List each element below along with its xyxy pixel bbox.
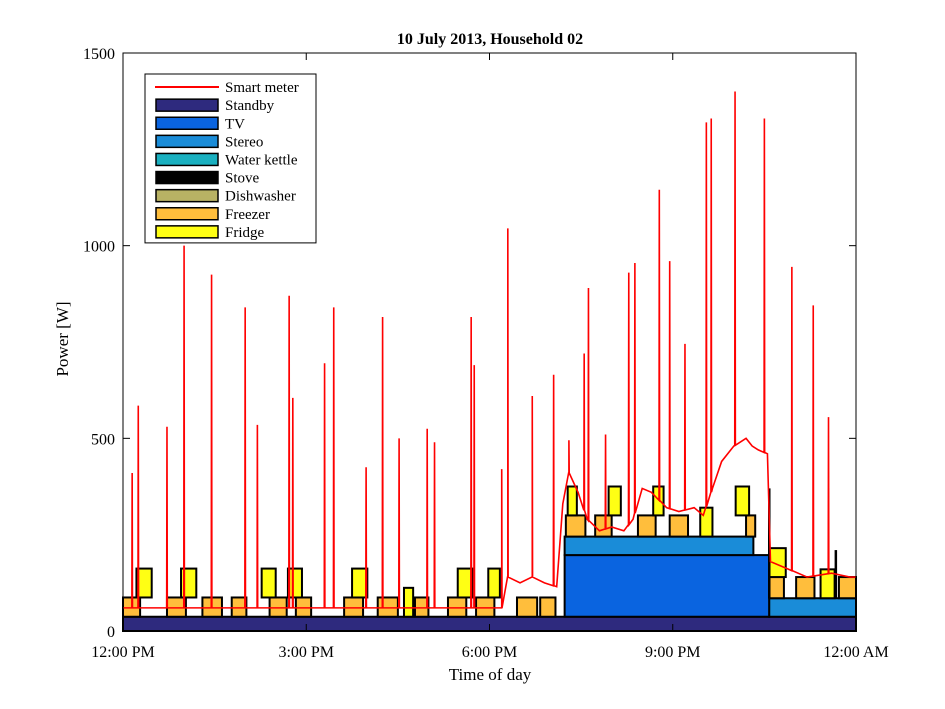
y-tick-label: 0 [107,624,115,641]
legend-swatch [155,188,219,203]
x-tick-label: 6:00 PM [462,644,518,661]
legend-label: Standby [225,98,275,114]
legend-label: Smart meter [225,80,299,96]
legend-swatch [155,207,219,221]
fridge-cycle [487,567,501,599]
legend-label: Stove [225,171,260,187]
tv-block [563,554,771,618]
fridge-cycle [135,567,153,599]
axes: 12:00 PM 3:00 PM 6:00 PM 9:00 PM 12:00 AM 0 50… [83,46,889,661]
legend-swatch [155,152,219,167]
stereo-late-block [768,597,857,618]
fridge-cycle [607,485,622,517]
legend-label: TV [225,116,245,132]
freezer-cycle [564,514,587,538]
x-tick-label: 12:00 AM [823,644,888,661]
legend-swatch [155,98,219,112]
smart-meter-line [123,91,856,609]
freezer-cycle [636,514,657,538]
fridge-cycle [351,567,369,599]
y-tick-label: 1000 [83,239,115,256]
y-axis-label: Power [W] [53,301,72,376]
fridge-cycle [286,567,303,599]
x-tick-label: 12:00 PM [91,644,155,661]
y-tick-label: 500 [91,431,115,448]
legend-label: Stereo [225,134,263,150]
fridge-cycle [260,567,277,599]
x-axis-label: Time of day [449,665,532,684]
freezer-cycle [795,576,816,600]
fridge-cycle [699,506,714,538]
x-tick-label: 9:00 PM [645,644,701,661]
freezer-cycle [594,514,613,538]
fridge-cycle [402,586,415,618]
fridge-cycle [734,485,751,517]
legend-swatch [155,116,219,130]
freezer-cycle [668,514,690,538]
legend-label: Freezer [225,207,270,223]
stereo-block [563,535,755,557]
legend-label: Fridge [225,225,265,241]
freezer-cycle [768,576,785,600]
chart-title: 10 July 2013, Household 02 [397,31,583,48]
x-tick-label: 3:00 PM [278,644,334,661]
fridge-cycle [566,485,578,517]
fridge-cycle [456,567,474,599]
legend-swatch [155,225,219,239]
y-tick-label: 1500 [83,46,115,63]
freezer-cycle [745,514,757,538]
freezer-cycle [515,596,539,618]
legend-swatch [155,170,219,185]
freezer-cycle [539,596,557,618]
legend-swatch [155,134,219,149]
freezer-cycle [837,576,857,600]
legend-label: Dishwasher [225,189,296,205]
legend: Smart meter Standby TV Stereo Water kettle St… [144,73,317,244]
legend-label: Water kettle [225,152,298,168]
